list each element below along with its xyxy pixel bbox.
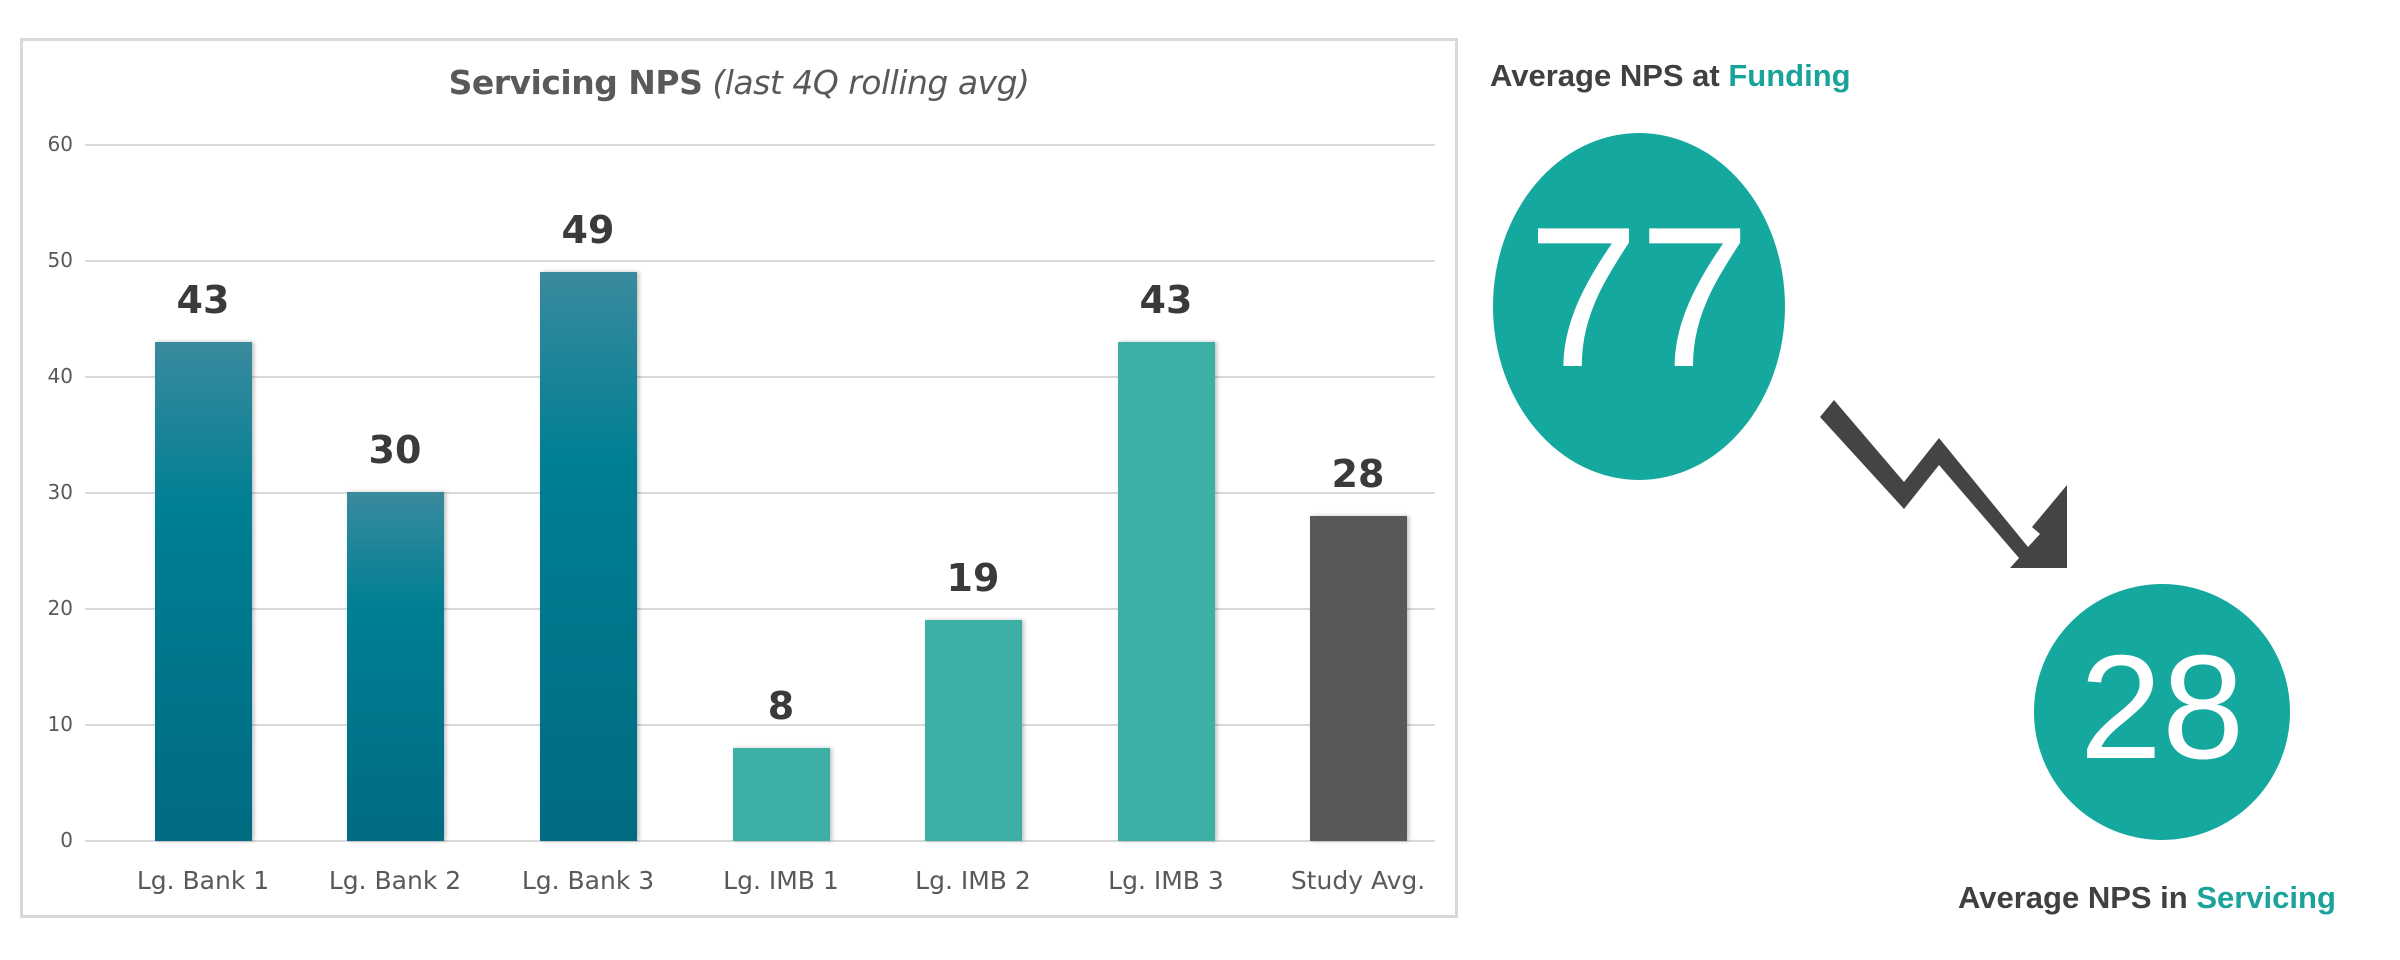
x-label-lg-bank-2: Lg. Bank 2 [328, 866, 462, 895]
bar-lg-imb-1 [733, 748, 830, 841]
x-label-lg-imb-3: Lg. IMB 3 [1108, 866, 1224, 895]
x-label-lg-bank-1: Lg. Bank 1 [136, 866, 270, 895]
data-label-lg-bank-1: 43 [176, 278, 230, 322]
data-label-lg-imb-3: 43 [1139, 278, 1193, 322]
servicing-nps-circle: 28 [2034, 584, 2290, 840]
funding-nps-value: 77 [1527, 185, 1751, 409]
bar-lg-imb-3 [1118, 342, 1215, 841]
y-tick-60: 60 [47, 132, 73, 156]
bar-lg-bank-2 [347, 492, 444, 841]
funding-kpi-title: Average NPS at Funding [1490, 58, 1851, 94]
x-label-lg-imb-2: Lg. IMB 2 [915, 866, 1031, 895]
funding-nps-circle: 77 [1493, 133, 1785, 480]
chart-title-main: Servicing NPS [448, 63, 703, 102]
gridline-30 [85, 492, 1435, 494]
data-label-lg-imb-2: 19 [946, 556, 1000, 600]
trend-down-arrow-icon [1820, 400, 2067, 568]
servicing-kpi-title-accent: Servicing [2196, 880, 2336, 915]
gridline-60 [85, 144, 1435, 146]
servicing-kpi-title-prefix: Average NPS in [1958, 880, 2197, 915]
gridline-20 [85, 608, 1435, 610]
plot-area: 60 50 40 30 20 10 0 43 30 49 8 19 43 28 … [48, 132, 1435, 895]
x-label-lg-bank-3: Lg. Bank 3 [521, 866, 655, 895]
funding-kpi-title-prefix: Average NPS at [1490, 58, 1729, 93]
bar-lg-bank-1 [155, 342, 252, 841]
bar-lg-bank-3 [540, 272, 637, 841]
nps-bar-chart: Servicing NPS (last 4Q rolling avg) 60 5… [20, 38, 1458, 918]
servicing-kpi-title: Average NPS in Servicing [1958, 880, 2336, 916]
servicing-nps-value: 28 [2079, 625, 2245, 790]
gridline-40 [85, 376, 1435, 378]
y-tick-0: 0 [60, 828, 73, 852]
y-tick-50: 50 [47, 248, 73, 272]
y-tick-40: 40 [47, 364, 73, 388]
chart-title-subtitle: (last 4Q rolling avg) [712, 63, 1030, 102]
x-label-lg-imb-1: Lg. IMB 1 [723, 866, 839, 895]
data-label-lg-imb-1: 8 [767, 684, 795, 728]
gridline-0 [85, 840, 1435, 842]
gridline-10 [85, 724, 1435, 726]
y-tick-30: 30 [47, 480, 73, 504]
chart-title: Servicing NPS (last 4Q rolling avg) [23, 63, 1455, 102]
bar-study-avg [1310, 516, 1407, 841]
data-label-lg-bank-3: 49 [561, 208, 615, 252]
x-label-study-avg: Study Avg. [1290, 866, 1426, 895]
y-tick-10: 10 [47, 712, 73, 736]
data-label-lg-bank-2: 30 [368, 428, 422, 472]
gridline-50 [85, 260, 1435, 262]
bar-lg-imb-2 [925, 620, 1022, 841]
funding-kpi-title-accent: Funding [1728, 58, 1851, 93]
data-label-study-avg: 28 [1331, 452, 1385, 496]
y-tick-20: 20 [47, 596, 73, 620]
